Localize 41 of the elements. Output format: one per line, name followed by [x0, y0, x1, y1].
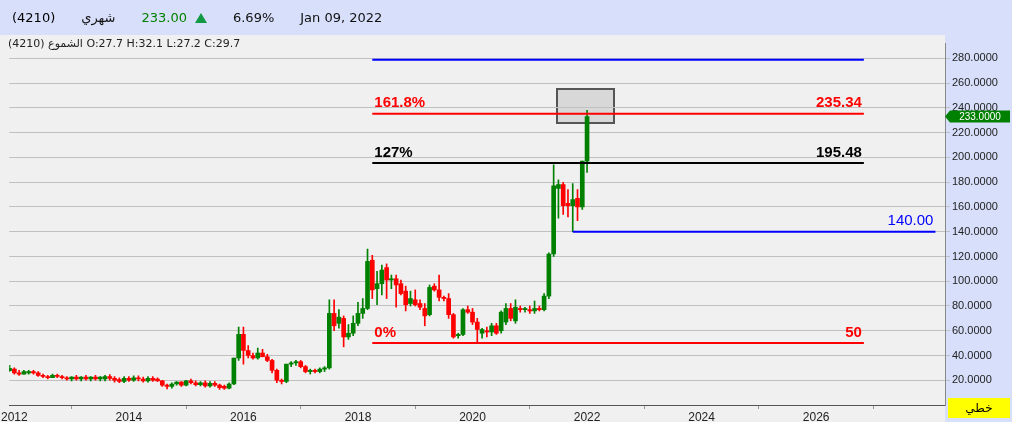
x-tick-label: 2024 — [688, 409, 716, 422]
x-tick-label: 2012 — [1, 409, 29, 422]
y-tick-label: 100.0000 — [952, 274, 998, 287]
data-label: 50 — [845, 322, 862, 340]
y-tick-label: 120.0000 — [952, 249, 998, 262]
y-tick-label: 60.0000 — [952, 323, 992, 336]
text: 233.00 — [141, 10, 187, 25]
chart-title: (4210) — [12, 10, 56, 25]
x-tick-label: 2026 — [802, 409, 830, 422]
text: 6.69% — [232, 10, 275, 25]
candlestick — [527, 305, 533, 314]
y-tick-label: 220.0000 — [952, 125, 998, 138]
x-tick-label: 2022 — [573, 409, 601, 422]
x-tick-label: 2014 — [115, 409, 143, 422]
x-tick-label: 2018 — [344, 409, 372, 422]
text: Jan 09, 2022 — [300, 10, 383, 25]
y-tick-label: 140.0000 — [952, 224, 998, 237]
y-tick-label: 260.0000 — [952, 76, 998, 89]
y-tick-label: 180.0000 — [952, 175, 998, 188]
data-label: 195.48 — [815, 142, 862, 160]
y-tick-label: 200.0000 — [952, 150, 998, 163]
candlestick — [517, 305, 523, 313]
y-tick-label: 280.0000 — [952, 51, 998, 64]
series-label: 0% — [374, 322, 396, 340]
candlestick — [570, 183, 576, 233]
x-tick-label: 2020 — [459, 409, 487, 422]
y-tick-label: 80.0000 — [952, 299, 992, 312]
x-tick-label: 2016 — [230, 409, 258, 422]
y-tick-label: 240.0000 — [952, 100, 998, 113]
y-tick-label: 20.0000 — [952, 373, 992, 386]
text: شهري — [81, 10, 116, 25]
text: 233.0000 — [959, 111, 1002, 123]
text: خطي — [948, 398, 1010, 418]
chart-subtitle: الشموع (4210) O:27.7 H:32.1 L:27.2 C:29.7 — [8, 37, 241, 50]
y-tick-label: 40.0000 — [952, 348, 992, 361]
series-label: 127% — [374, 142, 413, 160]
data-label: 140.00 — [887, 211, 934, 229]
data-label: 235.34 — [815, 93, 863, 111]
series-label: 161.8% — [374, 93, 426, 111]
candlestick — [374, 271, 380, 306]
y-tick-label: 160.0000 — [952, 200, 998, 212]
